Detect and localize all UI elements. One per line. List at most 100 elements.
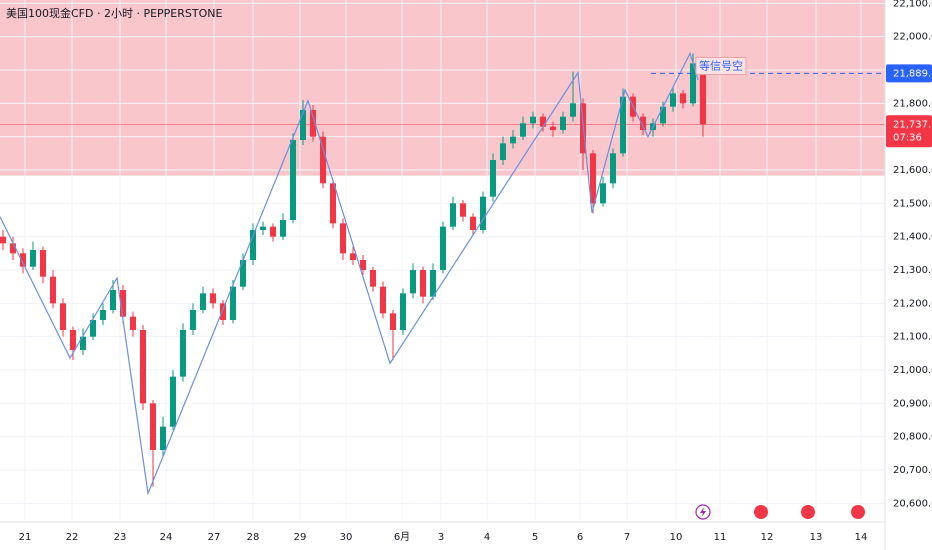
candle-body: [180, 330, 186, 377]
candle-body: [670, 93, 676, 107]
candle-body: [10, 243, 16, 254]
x-tick-label: 6月: [394, 531, 410, 543]
candle-body: [150, 403, 156, 450]
candle-body: [290, 140, 296, 220]
candle-body: [70, 330, 76, 350]
candle-body: [640, 116, 646, 130]
candle-body: [600, 183, 606, 204]
candle-body: [340, 223, 346, 254]
candle-body: [540, 116, 546, 127]
candle-body: [570, 103, 576, 117]
candle-body: [530, 116, 536, 124]
candle-body: [20, 253, 26, 267]
y-tick-label: 21,000.0: [893, 365, 932, 376]
candle-body: [590, 153, 596, 204]
sell-zone: [0, 0, 885, 176]
y-tick-label: 22,100.0: [893, 0, 932, 9]
signal-box: [695, 56, 747, 75]
x-tick-label: 11: [714, 532, 727, 543]
candle-body: [680, 93, 686, 104]
y-tick-label: 21,600.0: [893, 165, 932, 176]
candle-body: [660, 106, 666, 124]
candle-body: [390, 313, 396, 330]
candle-body: [410, 270, 416, 294]
candle-body: [440, 226, 446, 270]
candle-body: [280, 220, 286, 237]
last-price-label: 21,737.1: [893, 119, 932, 130]
candle-body: [560, 116, 566, 130]
candle-body: [470, 216, 476, 230]
y-tick-label: 21,300.0: [893, 265, 932, 276]
candle-body: [160, 426, 166, 450]
event-icons: [695, 504, 865, 520]
candle-body: [350, 253, 356, 260]
candle-body: [400, 293, 406, 330]
candle-body: [50, 276, 56, 304]
candle-body: [210, 293, 216, 304]
candle-body: [250, 230, 256, 260]
candle-body: [110, 290, 116, 310]
y-tick-label: 22,000.0: [893, 32, 932, 43]
y-tick-label: 21,200.0: [893, 298, 932, 309]
candle-body: [450, 203, 456, 227]
y-tick-label: 21,800.0: [893, 98, 932, 109]
candle-body: [240, 260, 246, 287]
x-tick-label: 5: [532, 532, 538, 543]
candle-body: [700, 63, 706, 125]
candle-body: [0, 236, 6, 244]
candle-body: [220, 303, 226, 320]
x-tick-label: 27: [208, 532, 221, 543]
candle-body: [270, 226, 276, 237]
countdown-label: 07:36: [893, 132, 922, 143]
candle-body: [80, 336, 86, 350]
x-tick-label: 10: [670, 532, 683, 543]
zigzag-line: [0, 51, 699, 496]
signal-price-label: 21,889.7: [893, 68, 932, 79]
x-tick-label: 23: [114, 532, 127, 543]
candle-body: [430, 270, 436, 297]
x-tick-label: 4: [484, 532, 490, 543]
candle-body: [140, 330, 146, 404]
event-icon[interactable]: [695, 504, 711, 520]
event-icon[interactable]: [801, 505, 815, 519]
event-icon[interactable]: [851, 505, 865, 519]
y-tick-label: 21,100.0: [893, 332, 932, 343]
candle-body: [420, 270, 426, 297]
candle-body: [260, 226, 266, 230]
candle-body: [190, 310, 196, 330]
candle-body: [60, 303, 66, 330]
candle-body: [520, 123, 526, 137]
event-icon-bolt: [700, 507, 706, 517]
candle-body: [550, 126, 556, 130]
candle-body: [380, 286, 386, 314]
candle-body: [510, 136, 516, 144]
x-tick-label: 30: [340, 532, 353, 543]
candle-body: [90, 320, 96, 337]
x-tick-label: 13: [810, 532, 823, 543]
y-tick-label: 20,800.0: [893, 432, 932, 443]
candle-body: [40, 250, 46, 277]
candle-body: [480, 196, 486, 230]
candle-body: [300, 110, 306, 140]
candle-body: [120, 290, 126, 317]
x-tick-label: 3: [438, 532, 444, 543]
x-tick-label: 21: [19, 532, 32, 543]
y-tick-label: 20,900.0: [893, 398, 932, 409]
candle-body: [360, 260, 366, 270]
candle-body: [610, 153, 616, 184]
x-tick-label: 29: [294, 532, 307, 543]
candle-body: [690, 63, 696, 104]
chart-title: 美国100现金CFD · 2小时 · PEPPERSTONE: [6, 6, 222, 20]
candle-body: [460, 203, 466, 217]
last-price-box: [886, 115, 932, 148]
candle-body: [500, 143, 506, 160]
x-tick-label: 14: [855, 532, 868, 543]
event-icon[interactable]: [754, 505, 768, 519]
x-tick-label: 24: [160, 532, 173, 543]
signal-price-box: [886, 64, 932, 83]
candle-body: [130, 316, 136, 330]
candle-body: [170, 376, 176, 427]
x-tick-label: 12: [761, 532, 774, 543]
y-tick-label: 20,600.0: [893, 498, 932, 509]
